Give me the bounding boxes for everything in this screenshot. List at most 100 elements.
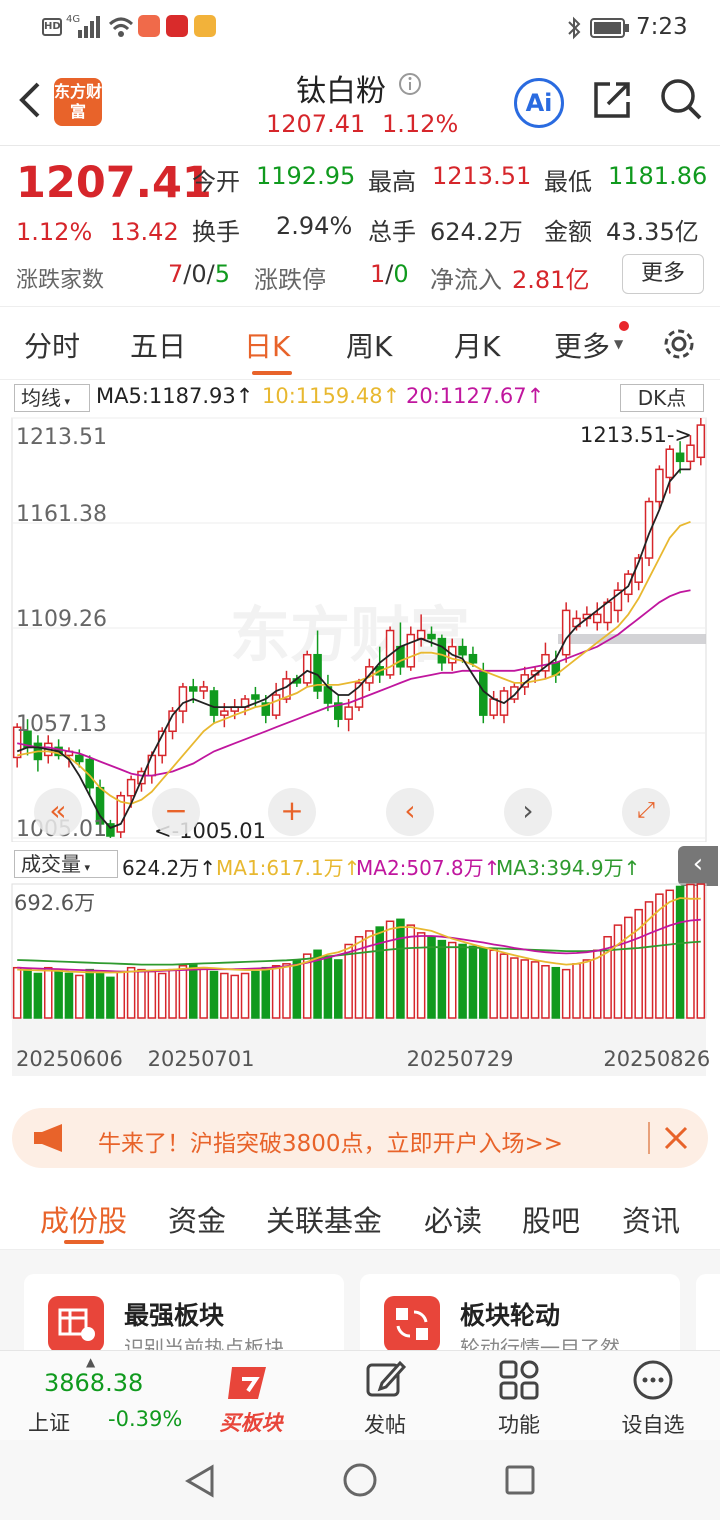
vol-ma3-line	[17, 940, 701, 966]
network-label: 4G	[66, 14, 81, 25]
ma10-line	[17, 520, 691, 805]
volume-bar	[188, 963, 198, 1019]
buy-sector-label[interactable]: 买板块	[219, 1411, 283, 1435]
candle	[334, 702, 343, 720]
more-dots-icon[interactable]	[632, 1359, 674, 1401]
add-watchlist-label[interactable]: 设自选	[621, 1413, 685, 1437]
index-value[interactable]: 3868.38	[44, 1369, 144, 1397]
zoom-far-left-button[interactable]: «	[34, 788, 82, 836]
promo-text[interactable]: 牛来了！沪指突破3800点，立即开户入场>>	[98, 1131, 564, 1157]
change-value: 13.42	[110, 218, 179, 246]
buy-sector-icon[interactable]	[226, 1361, 276, 1405]
sector-board-icon	[48, 1296, 104, 1350]
promo-banner[interactable]: 牛来了！沪指突破3800点，立即开户入场>>	[12, 1108, 708, 1168]
back-icon[interactable]	[14, 80, 44, 120]
tab-related-funds[interactable]: 关联基金	[266, 1204, 383, 1238]
tab-weekly-k[interactable]: 周K	[346, 330, 393, 363]
indicator-selector[interactable]: 成交量 ▾	[14, 850, 118, 878]
post-label[interactable]: 发帖	[364, 1413, 406, 1437]
more-quote-button[interactable]: 更多	[622, 254, 704, 294]
hd-icon: HD	[42, 18, 62, 36]
pan-left-button[interactable]: ‹	[386, 788, 434, 836]
share-icon[interactable]	[590, 78, 634, 122]
tab-must-read[interactable]: 必读	[424, 1204, 483, 1238]
nav-home-icon[interactable]	[342, 1462, 378, 1498]
tab-news[interactable]: 资讯	[622, 1204, 681, 1238]
volume-bar	[592, 949, 602, 1019]
zoom-in-button[interactable]: +	[268, 788, 316, 836]
candle	[416, 629, 426, 640]
volume-bar	[54, 968, 63, 1019]
pan-right-button[interactable]: ›	[504, 788, 552, 836]
new-dot-badge	[619, 321, 629, 331]
tab-intraday[interactable]: 分时	[24, 330, 81, 363]
info-icon[interactable]	[398, 72, 422, 96]
volume-bar	[406, 924, 416, 1019]
volume-bar	[282, 963, 291, 1019]
index-expand-icon[interactable]: ▲	[86, 1355, 96, 1369]
settings-gear-icon[interactable]	[660, 325, 698, 363]
candle	[302, 653, 312, 684]
app-logo[interactable]: 东方财富	[54, 78, 102, 126]
volume-bar	[479, 947, 488, 1019]
card-sector-rotation[interactable]: 板块轮动 轮动行情一目了然	[360, 1274, 680, 1350]
volume-bar	[240, 972, 250, 1019]
volume-bar	[116, 970, 126, 1019]
card-strongest-sector[interactable]: 最强板块 识别当前热点板块	[24, 1274, 344, 1350]
vol-ma1-readout: MA1:617.1万↑	[216, 856, 361, 880]
volume-bar	[551, 966, 561, 1019]
tab-constituents[interactable]: 成份股	[40, 1204, 128, 1238]
candle	[437, 637, 447, 664]
close-icon[interactable]	[662, 1124, 690, 1152]
y-tick-label: 1057.13	[16, 712, 107, 737]
y-tick-label: 1161.38	[16, 502, 107, 527]
collapse-panel-icon[interactable]: ‹	[678, 846, 718, 886]
card-subtitle: 轮动行情一目了然	[460, 1336, 620, 1350]
nav-back-icon[interactable]	[184, 1464, 216, 1498]
candle	[541, 653, 550, 672]
amount-value: 43.35亿	[606, 218, 699, 246]
x-tick-label: 20250701	[148, 1047, 255, 1071]
zoom-out-button[interactable]: −	[152, 788, 200, 836]
volume-bar	[365, 930, 374, 1019]
candle	[126, 778, 136, 797]
tab-monthly-k[interactable]: 月K	[454, 330, 501, 363]
candlestick-chart[interactable]: 东方财富 1213.511161.381109.261057.131005.01…	[0, 416, 720, 842]
vol-ma1-line	[17, 897, 701, 974]
ai-assistant-icon[interactable]: Ai	[514, 78, 564, 128]
candle	[510, 686, 519, 700]
volume-bar	[157, 972, 167, 1019]
tab-forum[interactable]: 股吧	[522, 1204, 581, 1238]
tab-more[interactable]: 更多	[554, 330, 611, 363]
card-title: 板块轮动	[460, 1301, 561, 1330]
candle	[696, 424, 706, 459]
candle	[344, 706, 353, 720]
fullscreen-button[interactable]: ⤢	[622, 788, 670, 836]
post-edit-icon[interactable]	[364, 1359, 406, 1401]
tab-funds-flow[interactable]: 资金	[168, 1204, 227, 1238]
index-change[interactable]: -0.39%	[108, 1407, 183, 1431]
card-partial[interactable]	[696, 1274, 720, 1350]
volume-bar	[323, 955, 333, 1019]
search-icon[interactable]	[658, 76, 704, 122]
nav-recents-icon[interactable]	[504, 1464, 536, 1496]
volume-bar	[385, 920, 395, 1019]
volume-bar	[178, 965, 188, 1019]
volume-bar	[520, 959, 530, 1019]
functions-label[interactable]: 功能	[498, 1413, 540, 1437]
candle	[489, 698, 498, 716]
tab-five-day[interactable]: 五日	[130, 330, 187, 363]
volume-bar	[261, 966, 271, 1019]
functions-grid-icon[interactable]	[498, 1359, 540, 1401]
volume-bar	[126, 966, 136, 1019]
tab-daily-k[interactable]: 日K	[244, 330, 291, 363]
header-price: 1207.41	[266, 110, 366, 138]
ma-selector[interactable]: 均线 ▾	[14, 384, 90, 412]
index-name[interactable]: 上证	[28, 1411, 70, 1435]
inflow-value: 2.81亿	[512, 266, 590, 294]
period-tabs: 分时 五日 日K 周K 月K 更多 ▼	[0, 306, 720, 380]
volume-bar	[12, 966, 22, 1019]
divider	[648, 1122, 650, 1154]
dk-point-button[interactable]: DK点	[620, 384, 704, 412]
app-notification-icon	[194, 15, 216, 37]
